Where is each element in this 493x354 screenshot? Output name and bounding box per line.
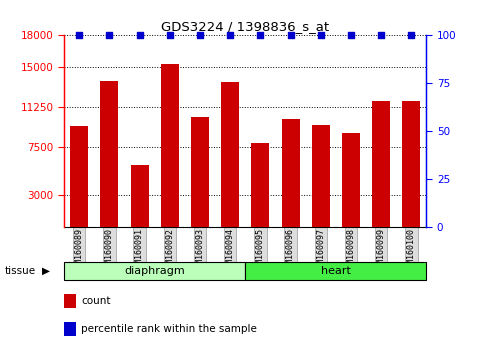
Point xyxy=(286,33,294,38)
Point xyxy=(347,33,355,38)
Bar xyxy=(282,119,300,227)
Text: percentile rank within the sample: percentile rank within the sample xyxy=(81,324,257,334)
Bar xyxy=(402,101,421,227)
Bar xyxy=(342,133,360,227)
Bar xyxy=(312,125,330,227)
Bar xyxy=(70,126,88,227)
Point xyxy=(226,33,234,38)
Bar xyxy=(191,117,209,227)
Point xyxy=(377,33,385,38)
Point xyxy=(256,33,264,38)
Text: count: count xyxy=(81,296,111,306)
Text: ▶: ▶ xyxy=(42,266,50,276)
Point xyxy=(166,33,174,38)
Bar xyxy=(251,143,269,227)
Bar xyxy=(246,262,426,280)
Point xyxy=(136,33,143,38)
Bar xyxy=(131,165,149,227)
Bar xyxy=(221,82,239,227)
Bar xyxy=(372,101,390,227)
Title: GDS3224 / 1398836_s_at: GDS3224 / 1398836_s_at xyxy=(161,20,329,33)
Text: tissue: tissue xyxy=(5,266,36,276)
Point xyxy=(75,33,83,38)
Bar xyxy=(64,262,246,280)
Bar xyxy=(101,81,118,227)
Bar xyxy=(161,64,179,227)
Point xyxy=(317,33,325,38)
Text: heart: heart xyxy=(321,266,351,276)
Point xyxy=(196,33,204,38)
Text: diaphragm: diaphragm xyxy=(124,266,185,276)
Point xyxy=(407,33,415,38)
Point xyxy=(106,33,113,38)
